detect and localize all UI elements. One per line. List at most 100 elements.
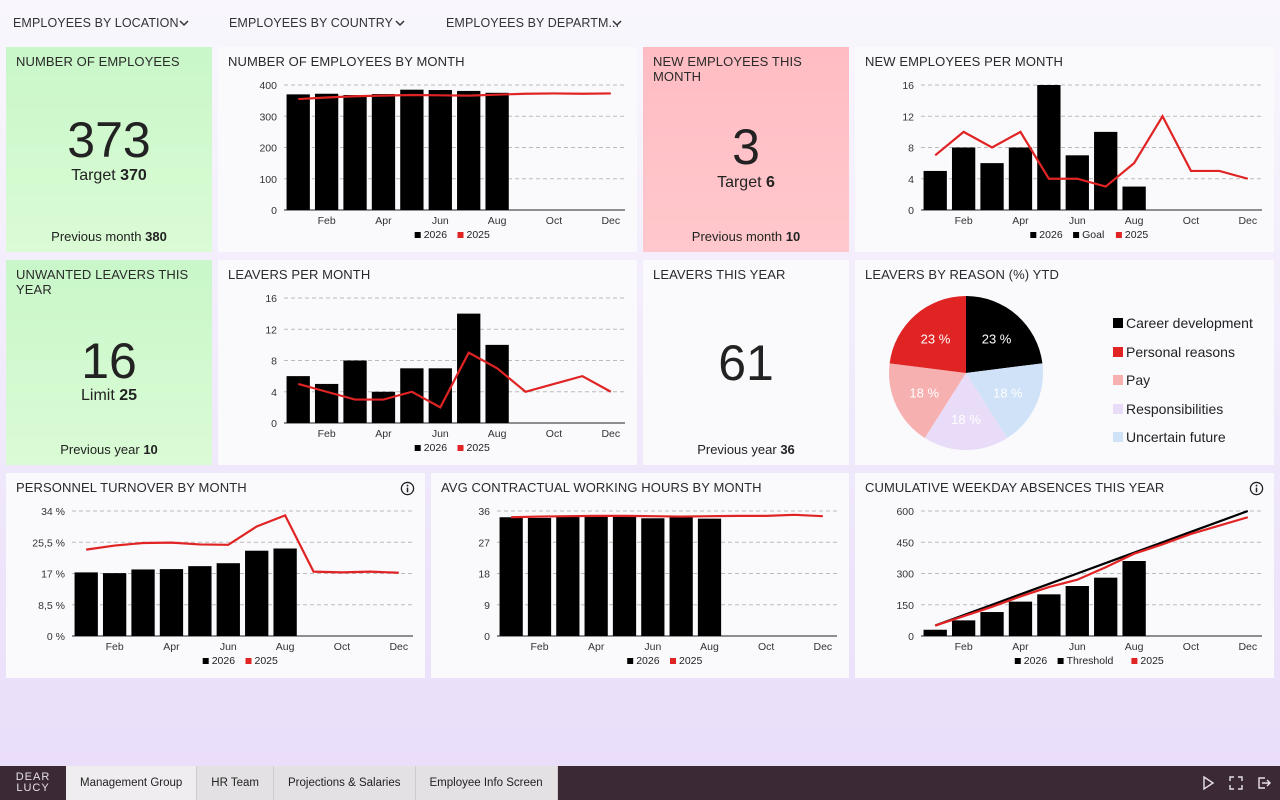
x-tick-label: Feb — [318, 215, 336, 227]
play-icon[interactable] — [1200, 775, 1216, 791]
pie-legend-item: Pay — [1113, 366, 1253, 395]
x-tick-label: Feb — [318, 428, 336, 440]
y-tick-label: 12 — [902, 111, 914, 123]
chart-card-absences: CUMULATIVE WEEKDAY ABSENCES THIS YEAR 0 1… — [855, 473, 1274, 678]
bar-2026 — [485, 344, 509, 423]
legend-swatch — [1113, 375, 1123, 386]
pie-slice-label: 18 % — [909, 386, 939, 401]
tab-management-group[interactable]: Management Group — [66, 766, 198, 800]
kpi-footer-label: Previous year — [697, 442, 777, 457]
card-title: NEW EMPLOYEES PER MONTH — [865, 54, 1064, 69]
x-tick-label: Apr — [375, 215, 392, 227]
x-tick-label: Dec — [1238, 215, 1257, 227]
card-title: NEW EMPLOYEES THIS MONTH — [653, 54, 802, 84]
legend-swatch — [245, 658, 252, 664]
x-tick-label: Oct — [758, 641, 774, 653]
bar-2026 — [400, 89, 424, 210]
kpi-footer-value: 380 — [145, 229, 167, 244]
y-tick-label: 0 — [484, 631, 490, 643]
exit-icon[interactable] — [1256, 775, 1272, 791]
line-series-2025 — [511, 513, 823, 519]
bar-2026 — [641, 518, 665, 636]
tab-hr-team[interactable]: HR Team — [197, 766, 275, 800]
filter-location-dropdown[interactable]: EMPLOYEES BY LOCATION — [13, 12, 191, 34]
logo-line-1: DEAR — [15, 771, 51, 783]
info-icon[interactable] — [1249, 481, 1264, 496]
kpi-new-employees: NEW EMPLOYEES THIS MONTH 3 Target 6 Prev… — [643, 47, 849, 252]
bar-2026 — [1008, 601, 1033, 636]
bar-2026 — [923, 629, 947, 636]
x-tick-label: Dec — [389, 641, 408, 653]
bar-2026 — [74, 572, 98, 636]
turnover-chart: 0 % 8,5 % 17 % 25,5 % 34 % Feb Apr Jun Aug Oct Dec… — [32, 506, 413, 667]
pie-slice-label: 23 % — [982, 331, 1012, 346]
kpi-footer: Previous year 36 — [643, 442, 849, 457]
pie-slice — [966, 296, 1043, 373]
bar-2026 — [457, 313, 481, 423]
tab-projections-salaries[interactable]: Projections & Salaries — [274, 766, 416, 800]
absences-chart: 0 150 300 450 600 Feb Apr Jun Aug Oct Dec 2026 Thres… — [896, 506, 1262, 667]
card-title: LEAVERS BY REASON (%) YTD — [865, 267, 1059, 282]
legend-swatch — [1113, 403, 1123, 414]
bottom-navigation-bar: DEAR LUCY Management Group HR Team Proje… — [0, 766, 1280, 800]
x-tick-label: Jun — [644, 641, 661, 653]
y-tick-label: 0 — [908, 205, 914, 217]
bar-2026 — [131, 569, 155, 636]
legend-swatch — [1073, 232, 1080, 238]
kpi-target: Target 370 — [6, 167, 212, 185]
x-tick-label: Apr — [1012, 215, 1029, 227]
card-title: PERSONNEL TURNOVER BY MONTH — [16, 480, 247, 495]
bar-2026 — [457, 90, 481, 210]
tab-label: HR Team — [211, 777, 260, 789]
bar-2026 — [314, 93, 339, 210]
bar-2026 — [245, 550, 269, 636]
info-icon[interactable] — [400, 481, 415, 496]
filter-country-dropdown[interactable]: EMPLOYEES BY COUNTRY — [229, 12, 407, 34]
kpi-footer-label: Previous month — [691, 229, 783, 244]
card-title: NUMBER OF EMPLOYEES BY MONTH — [228, 54, 465, 69]
tab-employee-info-screen[interactable]: Employee Info Screen — [415, 766, 558, 800]
pie-legend-item: Personal reasons — [1113, 338, 1253, 367]
dear-lucy-logo: DEAR LUCY — [0, 766, 66, 800]
pie-slice-label: 18 % — [993, 386, 1023, 401]
chart-card-working-hours: AVG CONTRACTUAL WORKING HOURS BY MONTH 0… — [431, 473, 849, 678]
line-series-2025 — [297, 351, 612, 409]
legend-label: 2026 — [1024, 655, 1048, 667]
x-tick-label: Feb — [106, 641, 124, 653]
y-tick-label: 450 — [896, 537, 914, 549]
bar-2026 — [273, 548, 297, 636]
x-tick-label: Aug — [1125, 215, 1144, 227]
y-tick-label: 9 — [484, 600, 490, 612]
fullscreen-icon[interactable] — [1228, 775, 1244, 791]
kpi-target-value: 25 — [119, 387, 138, 404]
x-tick-label: Aug — [488, 215, 507, 227]
tab-label: Projections & Salaries — [288, 777, 401, 789]
legend-swatch — [202, 658, 209, 664]
kpi-target-value: 370 — [120, 167, 147, 184]
x-tick-label: Oct — [1183, 641, 1199, 653]
pie-legend-item: Career development — [1113, 309, 1253, 338]
bar-2026 — [1065, 155, 1089, 210]
kpi-footer-value: 10 — [143, 442, 158, 457]
kpi-footer-label: Previous month — [51, 229, 142, 244]
legend-swatch — [457, 232, 464, 238]
bar-2026 — [980, 612, 1004, 636]
legend-swatch — [1131, 658, 1138, 664]
kpi-target: Target 6 — [643, 174, 849, 192]
kpi-target-label: Target — [717, 174, 762, 191]
legend-label: Goal — [1082, 229, 1104, 241]
x-tick-label: Dec — [1238, 641, 1257, 653]
legend-swatch — [1113, 432, 1123, 443]
chart-card-turnover: PERSONNEL TURNOVER BY MONTH 0 % 8,5 % 17 %… — [6, 473, 425, 678]
y-tick-label: 4 — [908, 174, 914, 186]
kpi-number-of-employees: NUMBER OF EMPLOYEES 373 Target 370 Previ… — [6, 47, 212, 252]
x-tick-label: Aug — [1125, 641, 1144, 653]
bar-2026 — [1122, 561, 1146, 636]
bar-2026 — [400, 368, 424, 423]
filter-department-dropdown[interactable]: EMPLOYEES BY DEPARTM... — [446, 12, 624, 34]
line-series-2025 — [86, 514, 399, 574]
y-tick-label: 16 — [902, 80, 914, 92]
bar-2026 — [923, 170, 947, 210]
y-tick-label: 0 — [908, 631, 914, 643]
bar-2026 — [428, 368, 452, 423]
